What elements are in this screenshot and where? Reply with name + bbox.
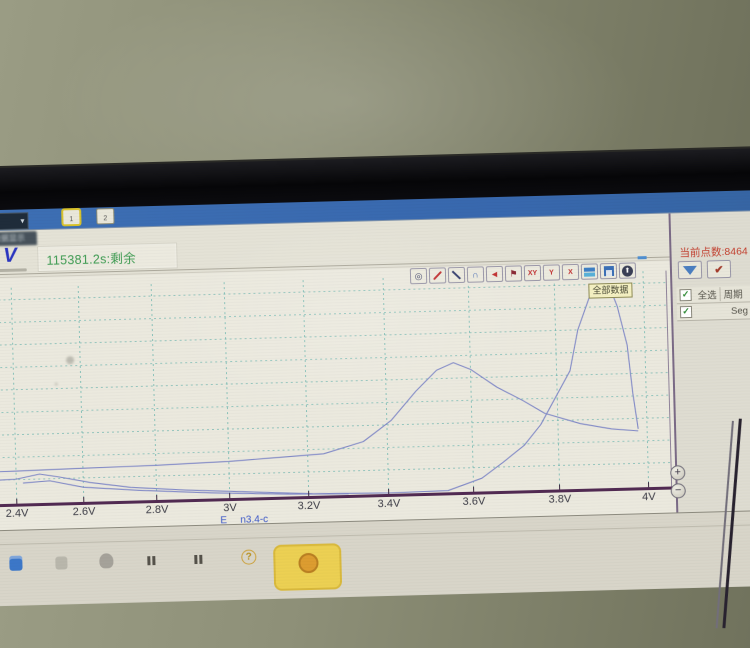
axis-tick-label: 3.6V — [462, 495, 485, 508]
select-all-label: 全选 — [694, 287, 720, 302]
monitor: ▮▾ 1 2 数据显示 V 115381.2s:剩余 ◎ ∩ ◄ ⚑ XY — [0, 144, 750, 607]
funnel-icon — [683, 265, 697, 274]
axis-tick-label: 3.4V — [378, 498, 401, 511]
y-label: Y — [549, 269, 554, 276]
gridline-vertical — [554, 274, 560, 490]
channel-button-1-label: 1 — [69, 216, 73, 223]
axis-tick-label: 2.8V — [146, 504, 169, 517]
gridline-vertical — [643, 271, 649, 487]
gridline-horizontal — [0, 418, 672, 436]
axis-tick-label: 3.2V — [298, 500, 321, 513]
flag-tool-icon[interactable]: ⚑ — [505, 265, 522, 281]
taskbar-app-icon-blue[interactable] — [9, 556, 22, 571]
gridline-horizontal — [0, 350, 670, 368]
pause-bars-icon[interactable] — [147, 556, 155, 565]
chevron-down-icon: ▾ — [20, 216, 24, 225]
app-logo-caption — [0, 268, 27, 272]
gridline-horizontal — [0, 305, 669, 323]
all-data-icon[interactable]: ⬆ — [619, 262, 636, 278]
check-icon: ✔ — [714, 263, 724, 276]
app-logo: V — [3, 245, 17, 268]
gridline-vertical — [468, 276, 474, 492]
up-arrow-circle-glyph: ⬆ — [622, 265, 633, 276]
photo-of-monitor: { "desktop": { "channel_button_1": "1", … — [0, 0, 750, 563]
gridline-vertical — [224, 282, 230, 498]
gridline-horizontal — [0, 283, 668, 301]
floppy-glyph — [603, 266, 613, 276]
layers-icon[interactable] — [581, 263, 598, 279]
axis-tick-label: 4V — [642, 491, 656, 503]
orange-circle-icon — [298, 553, 319, 574]
cycle-column-header: 周期 — [720, 287, 745, 302]
gridline-horizontal — [0, 395, 671, 413]
bars-glyph — [584, 267, 595, 276]
axis-tick-label: 2.4V — [6, 507, 29, 520]
gridline-horizontal — [0, 440, 672, 458]
gridline-horizontal — [0, 328, 669, 346]
gridline-vertical — [303, 280, 309, 496]
channel-button-2-label: 2 — [103, 215, 107, 222]
minimize-dash-icon[interactable] — [638, 256, 647, 259]
x-axis-line — [0, 486, 674, 507]
select-all-checkbox[interactable]: ✓ — [679, 289, 691, 301]
taskbar-app-icon-3[interactable] — [99, 553, 113, 568]
dust-speck — [55, 383, 58, 386]
axis-tick-label: 3.8V — [548, 493, 571, 506]
channel-button-2[interactable]: 2 — [96, 208, 114, 224]
filter-button[interactable] — [678, 261, 702, 280]
axis-tick-label: 3V — [223, 502, 237, 514]
gridline-vertical — [383, 278, 389, 494]
target-icon[interactable]: ◎ — [410, 268, 427, 284]
red-line-glyph — [433, 271, 442, 280]
red-line-tool-icon[interactable] — [429, 267, 446, 283]
plot-canvas[interactable] — [0, 269, 674, 511]
x-label: X — [568, 269, 573, 276]
time-remaining-box: 115381.2s:剩余 — [37, 242, 178, 272]
zoom-y-icon[interactable]: Y — [543, 264, 560, 280]
app-window: 数据显示 V 115381.2s:剩余 ◎ ∩ ◄ ⚑ XY Y X — [0, 208, 750, 532]
taskbar-highlight-button[interactable] — [273, 543, 342, 591]
taskbar-app-icon-2[interactable] — [55, 556, 67, 569]
dark-line-tool-icon[interactable] — [448, 267, 465, 283]
current-points-count: 当前点数:8464 — [679, 243, 748, 260]
gridline-vertical — [78, 286, 84, 502]
channel-dropdown[interactable]: ▮▾ — [0, 212, 29, 230]
axis-tick-label: 2.6V — [73, 506, 96, 519]
segment-table: ✓ 全选 周期 ✓ Seg — [676, 283, 750, 322]
gridline-horizontal — [0, 373, 671, 391]
time-remaining-text: 115381.2s:剩余 — [46, 247, 136, 268]
row-spacer — [695, 311, 728, 312]
screen: ▮▾ 1 2 数据显示 V 115381.2s:剩余 ◎ ∩ ◄ ⚑ XY — [0, 188, 750, 607]
dome-tool-icon[interactable]: ∩ — [467, 266, 484, 282]
row-checkbox[interactable]: ✓ — [680, 306, 692, 318]
all-data-tooltip: 全部数据 — [588, 282, 632, 298]
gridline-horizontal — [0, 462, 673, 480]
gridline-vertical — [151, 284, 157, 500]
apply-check-button[interactable]: ✔ — [707, 260, 731, 279]
zoom-xy-icon[interactable]: XY — [524, 265, 541, 281]
dark-line-glyph — [452, 271, 461, 280]
broad-peak-curve — [0, 358, 639, 472]
segment-cell: Seg — [728, 305, 750, 317]
channel-button-1[interactable]: 1 — [62, 209, 80, 225]
xy-label: XY — [528, 269, 538, 276]
save-icon[interactable] — [600, 263, 617, 279]
table-header-row: ✓ 全选 周期 — [676, 283, 750, 305]
red-arrow-tool-icon[interactable]: ◄ — [486, 266, 503, 282]
zoom-x-icon[interactable]: X — [562, 264, 579, 280]
